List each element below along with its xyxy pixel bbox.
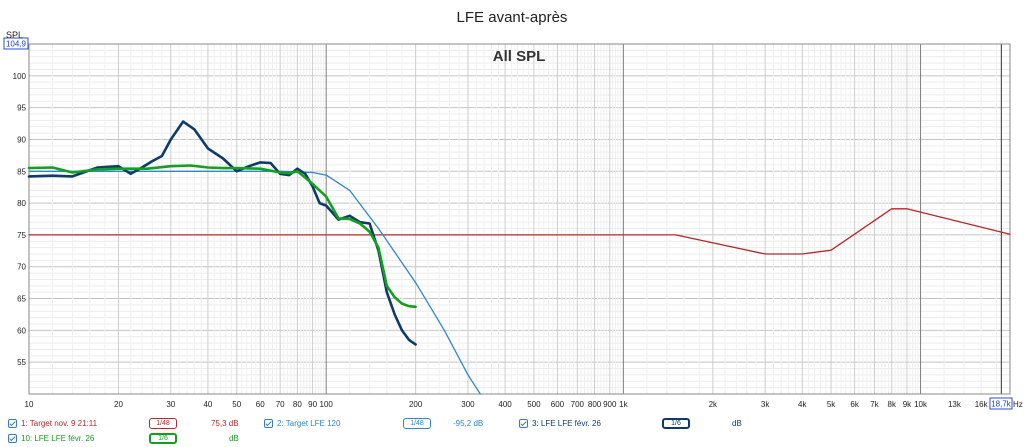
checkbox-icon[interactable] bbox=[264, 418, 273, 428]
x-tick-label: 16k bbox=[975, 400, 989, 409]
x-tick-label: 60 bbox=[256, 400, 265, 409]
x-tick-label: 6k bbox=[850, 400, 859, 409]
plot-frame bbox=[28, 43, 1011, 395]
x-cursor-readout[interactable]: 18,7k bbox=[989, 397, 1013, 410]
x-tick-label: 1k bbox=[619, 400, 628, 409]
legend-item-target-nov[interactable]: 1: Target nov. 9 21:11 1/48 75,3 dB bbox=[8, 416, 239, 430]
y-tick-label: 100 bbox=[13, 72, 27, 81]
x-tick-label: 9k bbox=[903, 400, 912, 409]
x-tick-label: 40 bbox=[203, 400, 212, 409]
series-group bbox=[27, 120, 1011, 395]
x-tick-label: 70 bbox=[276, 400, 285, 409]
x-tick-label: 7k bbox=[870, 400, 879, 409]
legend-label: 10: LFE LFE févr. 26 bbox=[21, 433, 95, 443]
y-tick-label: 80 bbox=[17, 199, 26, 208]
legend-value: dB bbox=[229, 433, 239, 443]
y-tick-label: 60 bbox=[17, 326, 26, 335]
smoothing-button[interactable]: 1/48 bbox=[149, 417, 177, 429]
x-tick-label: 700 bbox=[571, 400, 585, 409]
y-tick-label: 95 bbox=[17, 104, 26, 113]
y-axis-label: SPL bbox=[6, 30, 23, 40]
x-tick-label: 10k bbox=[914, 400, 928, 409]
y-tick-label: 70 bbox=[17, 263, 26, 272]
smoothing-button[interactable]: 1/48 bbox=[403, 417, 431, 429]
y-tick-label: 65 bbox=[17, 295, 26, 304]
checkbox-icon[interactable] bbox=[8, 418, 17, 428]
svg-text:104,9: 104,9 bbox=[6, 40, 27, 49]
x-tick-label: 100 bbox=[320, 400, 334, 409]
y-cursor-readout[interactable]: 104,9 bbox=[3, 37, 29, 50]
legend-value: -95,2 dB bbox=[453, 418, 484, 428]
y-tick-label: 85 bbox=[17, 167, 26, 176]
legend-item-lfe-10[interactable]: 10: LFE LFE févr. 26 1/6 dB bbox=[8, 431, 239, 445]
x-tick-label: 20 bbox=[114, 400, 123, 409]
checkbox-icon[interactable] bbox=[519, 418, 528, 428]
y-tick-label: 75 bbox=[17, 231, 26, 240]
legend-value: 75,3 dB bbox=[211, 418, 239, 428]
x-tick-label: 5k bbox=[827, 400, 836, 409]
series-line-1 bbox=[28, 208, 1011, 255]
y-tick-label: 55 bbox=[17, 358, 26, 367]
legend: 1: Target nov. 9 21:11 1/48 75,3 dB 2: T… bbox=[0, 416, 1024, 447]
x-tick-label: 800 bbox=[588, 400, 602, 409]
x-tick-label: 900 bbox=[603, 400, 617, 409]
legend-item-lfe-3[interactable]: 3: LFE LFE févr. 26 1/6 dB bbox=[519, 416, 742, 430]
checkbox-icon[interactable] bbox=[8, 433, 17, 443]
series-line-4 bbox=[27, 164, 417, 309]
smoothing-button[interactable]: 1/6 bbox=[662, 417, 690, 429]
y-tick-label: 90 bbox=[17, 135, 26, 144]
grid bbox=[29, 43, 1010, 395]
x-tick-label: 2k bbox=[709, 400, 718, 409]
x-tick-labels: 10 20 30 40 50 60 70 80 90 100 200 300 400 500 600 700 8… bbox=[25, 400, 989, 409]
legend-label: 3: LFE LFE févr. 26 bbox=[532, 418, 601, 428]
chart-subtitle: All SPL bbox=[493, 48, 546, 65]
legend-value: dB bbox=[732, 418, 742, 428]
chart-title: LFE avant-après bbox=[457, 9, 568, 26]
x-tick-label: 80 bbox=[293, 400, 302, 409]
y-tick-labels: 55 60 65 70 75 80 85 90 95 100 bbox=[13, 72, 27, 367]
x-tick-label: 90 bbox=[308, 400, 317, 409]
x-tick-label: 8k bbox=[888, 400, 897, 409]
smoothing-button[interactable]: 1/6 bbox=[149, 432, 177, 444]
x-tick-label: 600 bbox=[551, 400, 565, 409]
series-line-2 bbox=[28, 170, 481, 395]
legend-item-target-lfe[interactable]: 2: Target LFE 120 1/48 -95,2 dB bbox=[264, 416, 483, 430]
x-tick-label: 400 bbox=[498, 400, 512, 409]
x-tick-label: 13k bbox=[948, 400, 962, 409]
x-tick-label: 50 bbox=[232, 400, 241, 409]
x-tick-label: 30 bbox=[166, 400, 175, 409]
x-tick-label: 10 bbox=[25, 400, 34, 409]
x-tick-label: 4k bbox=[798, 400, 807, 409]
svg-text:18,7k: 18,7k bbox=[991, 400, 1012, 409]
x-tick-label: 3k bbox=[761, 400, 770, 409]
legend-label: 2: Target LFE 120 bbox=[277, 418, 341, 428]
x-tick-label: 200 bbox=[409, 400, 423, 409]
legend-label: 1: Target nov. 9 21:11 bbox=[21, 418, 98, 428]
x-tick-label: 500 bbox=[527, 400, 541, 409]
x-axis-unit: Hz bbox=[1013, 400, 1023, 409]
x-tick-label: 300 bbox=[461, 400, 475, 409]
